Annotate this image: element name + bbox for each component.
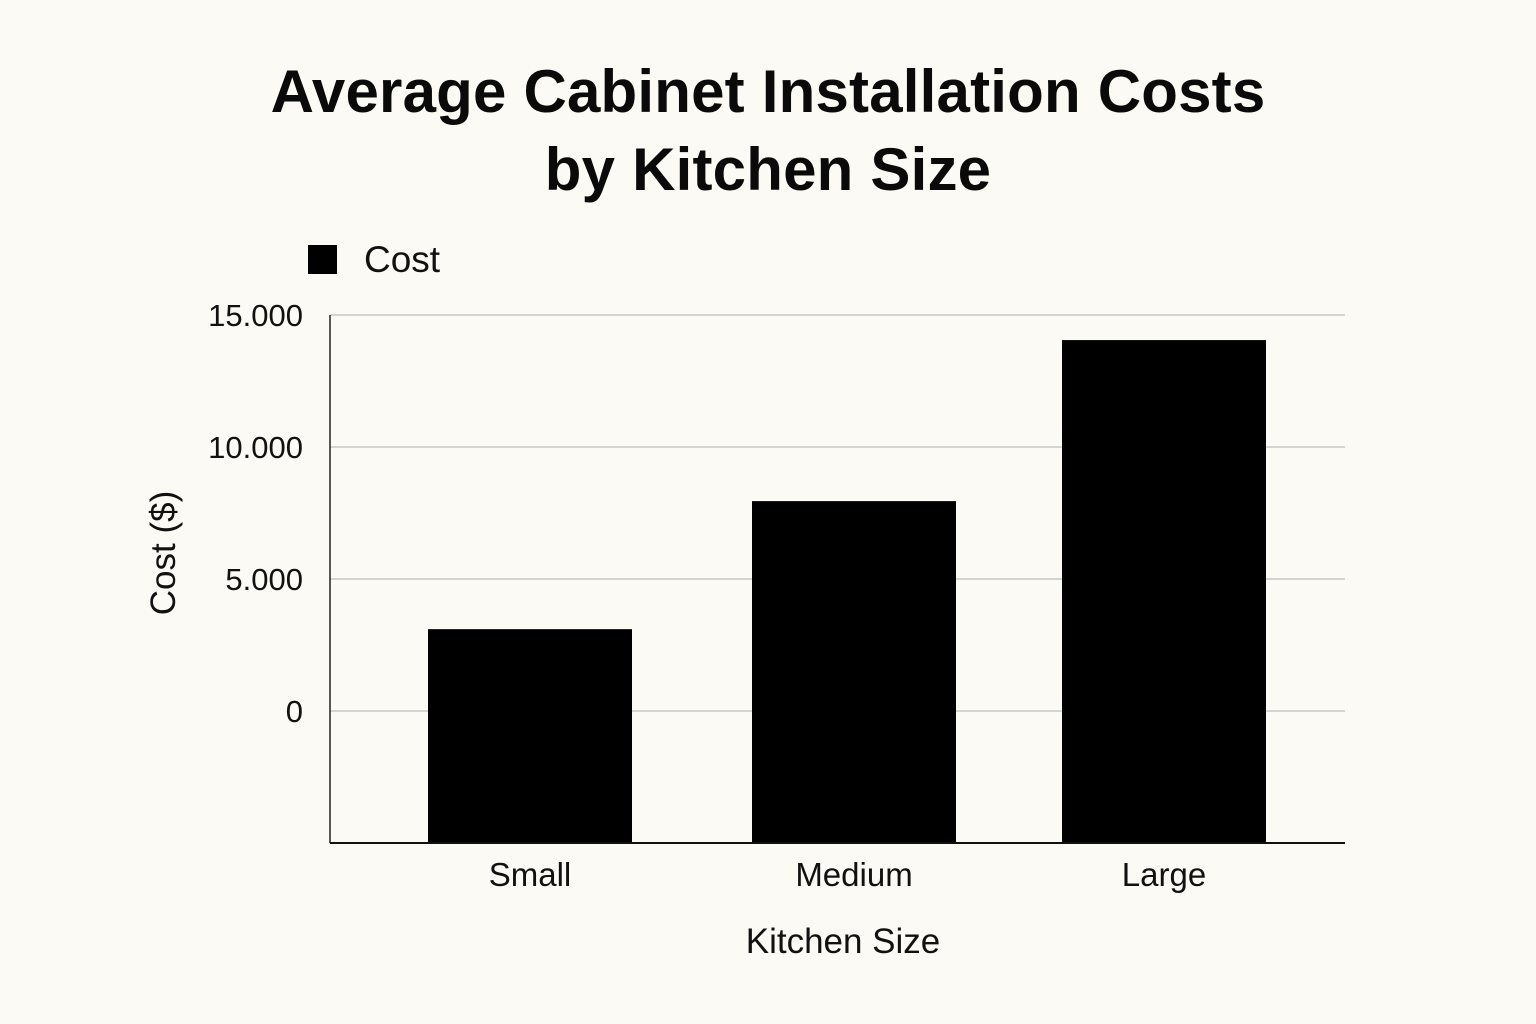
y-tick-label: 10.000 [208, 430, 303, 465]
chart-title-line-2: by Kitchen Size [544, 136, 992, 203]
x-tick-label: Small [489, 856, 572, 893]
y-tick-label: 0 [286, 694, 303, 729]
bar-large [1062, 340, 1266, 843]
legend-swatch [308, 245, 337, 274]
x-tick-label: Large [1122, 856, 1206, 893]
y-axis-title: Cost ($) [144, 491, 183, 615]
x-axis-title: Kitchen Size [746, 922, 941, 961]
y-tick-label: 15.000 [208, 298, 303, 333]
x-tick-label: Medium [795, 856, 912, 893]
bar-medium [752, 501, 956, 843]
bar-small [428, 629, 632, 843]
legend-label: Cost [364, 239, 441, 280]
y-tick-label: 5.000 [225, 562, 303, 597]
chart-title-line-1: Average Cabinet Installation Costs [270, 58, 1266, 125]
